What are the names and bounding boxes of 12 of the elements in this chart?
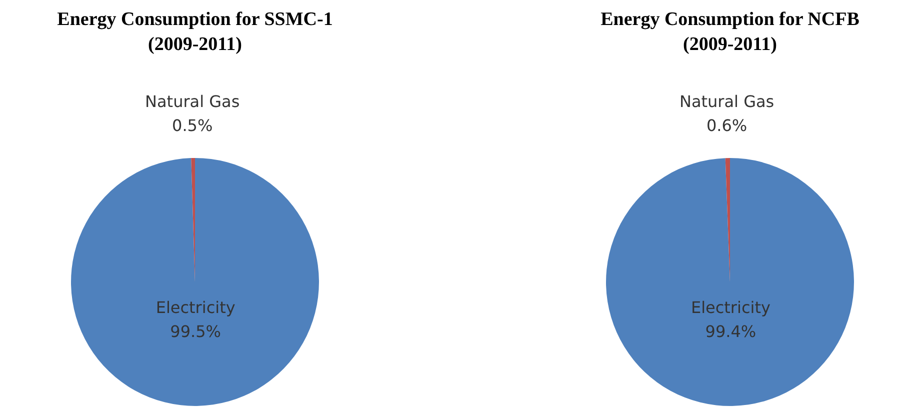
chart-title: Energy Consumption for NCFB (2009-2011) — [600, 9, 860, 55]
slice-label: Natural Gas — [679, 92, 774, 112]
data-label: 99.4% — [705, 322, 756, 342]
slice-label: Natural Gas — [145, 92, 240, 112]
pie-slice — [606, 158, 854, 406]
data-label: 0.6% — [706, 116, 748, 136]
data-label: 0.5% — [172, 116, 213, 136]
slice-label: Electricity — [156, 298, 236, 318]
data-label: 99.5% — [170, 322, 221, 342]
slice-label: Electricity — [690, 298, 770, 318]
pie-slice — [71, 158, 319, 406]
chart-title: Energy Consumption for SSMC-1 (2009-2011) — [57, 9, 333, 55]
